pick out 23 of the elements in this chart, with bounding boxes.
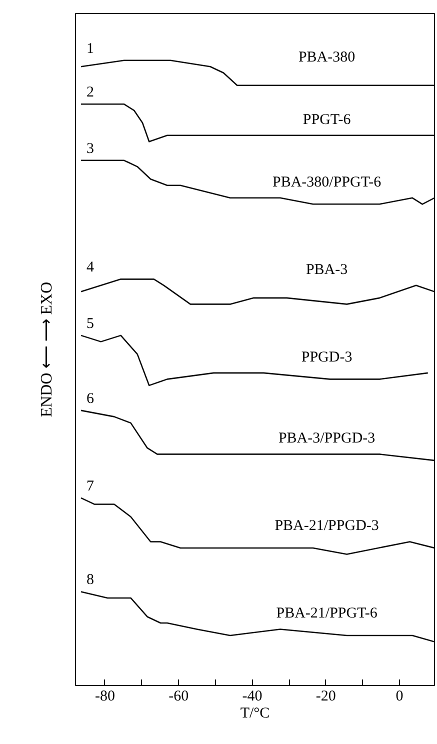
series-label: PBA-3/PPGD-3 [278,430,376,447]
series-label: PBA-3 [306,262,348,278]
annotation: 2 [86,84,94,101]
y-axis-title: ENDO ⟵ ⟶ EXO [38,282,56,418]
x-axis-title: T/°C [240,706,270,722]
annotation: 5 [86,316,94,332]
annotation: 4 [86,260,95,276]
annotation: 8 [86,572,94,588]
x-tick-label: -60 [168,688,189,704]
series-label: PPGT-6 [302,112,352,128]
x-tick-label: 0 [396,688,404,704]
annotation: 3 [86,140,94,157]
annotation: 6 [86,390,95,407]
annotation: 7 [86,478,95,494]
text: 1 [86,40,94,57]
x-tick-label: -80 [94,688,115,704]
x-tick-label: -40 [242,688,262,704]
series-label: PBA-21/PPGD-3 [274,518,379,534]
series-label: PBA-380 [298,49,356,66]
series-label: PPGD-3 [301,349,352,366]
series-label: PBA-21/PPGT-6 [276,606,378,622]
x-tick-label: -20 [316,688,336,704]
series-label: PBA-380/PPGT-6 [272,174,382,190]
